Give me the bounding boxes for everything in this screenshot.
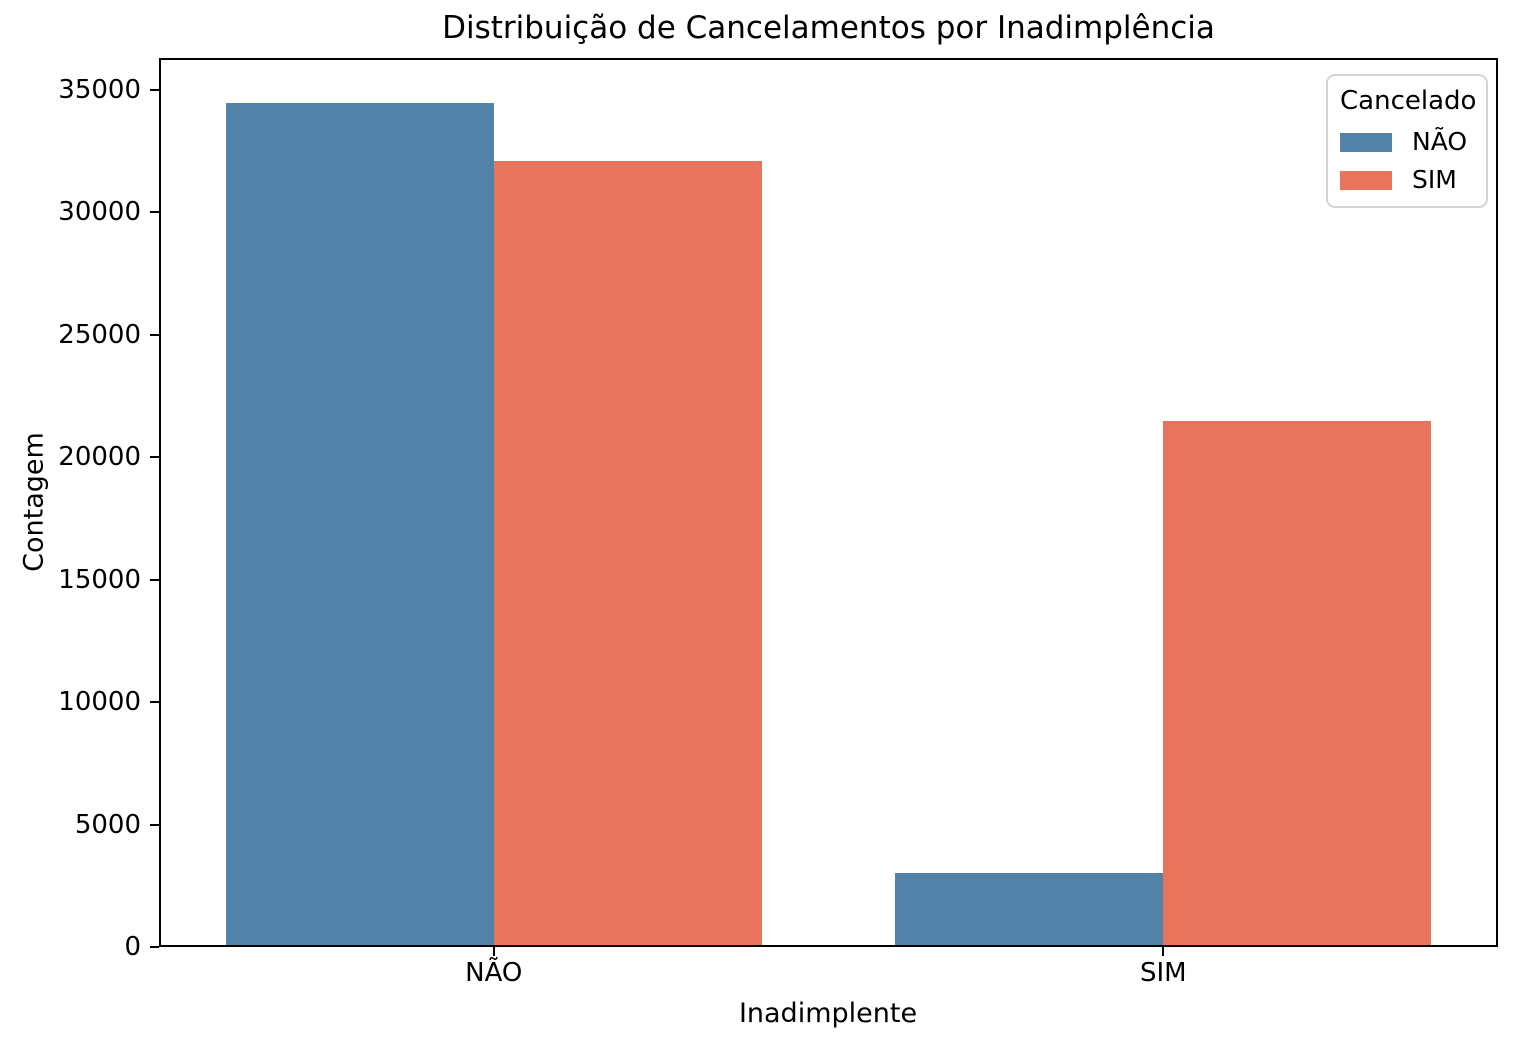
x-axis-label: Inadimplente [738,998,918,1029]
y-tick-mark [150,456,159,459]
y-tick-label-30000: 30000 [58,197,141,228]
bar-NÃO-cancelado-SIM [493,161,762,945]
bar-SIM-cancelado-SIM [1163,420,1432,945]
x-tick-mark [492,947,495,956]
legend-label: NÃO [1412,127,1468,156]
x-tick-label-NÃO: NÃO [465,958,523,988]
y-tick-mark [150,211,159,214]
bar-SIM-cancelado-NÃO [895,872,1164,945]
chart-title: Distribuição de Cancelamentos por Inadim… [442,10,1215,46]
legend-entries: NÃO SIM [1340,128,1474,194]
y-tick-label-10000: 10000 [58,687,141,718]
x-tick-label-SIM: SIM [1139,958,1187,988]
legend-entry-NÃO: NÃO [1340,128,1474,156]
y-tick-label-15000: 15000 [58,564,141,595]
legend-swatch-NÃO [1340,132,1392,152]
y-tick-label-35000: 35000 [58,74,141,105]
legend-entry-SIM: SIM [1340,166,1474,194]
y-tick-mark [150,823,159,826]
x-tick-mark [1162,947,1165,956]
y-tick-label-0: 0 [124,932,141,962]
y-tick-mark [150,333,159,336]
y-tick-label-5000: 5000 [74,809,141,840]
y-tick-label-20000: 20000 [58,442,141,473]
y-tick-mark [150,578,159,581]
legend-swatch-SIM [1340,170,1392,190]
y-tick-mark [150,701,159,704]
legend-label: SIM [1412,165,1457,194]
y-tick-mark [150,946,159,948]
y-tick-mark [150,88,159,91]
legend-title: Cancelado [1340,86,1477,116]
plot-area [159,58,1498,947]
y-tick-label-25000: 25000 [58,319,141,350]
legend: Cancelado NÃO SIM [1326,74,1488,208]
y-axis-label: Contagem [18,432,50,572]
bar-NÃO-cancelado-NÃO [225,102,494,945]
